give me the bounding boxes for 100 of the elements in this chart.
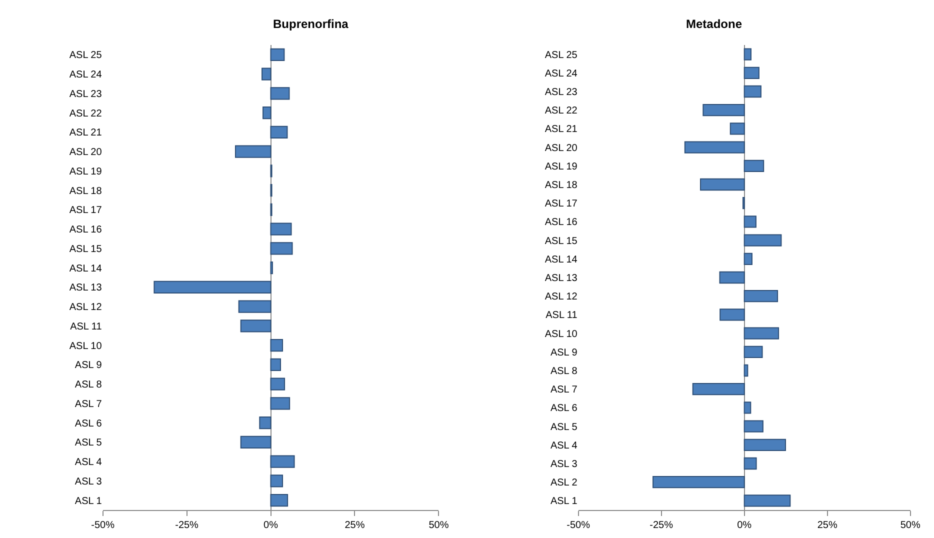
y-tick-label: ASL 3 — [74, 476, 102, 488]
bar — [744, 160, 764, 172]
bar — [270, 397, 290, 410]
y-tick-label: ASL 23 — [544, 87, 578, 98]
y-tick-label: ASL 11 — [546, 310, 578, 322]
bar — [270, 126, 288, 138]
bar — [744, 420, 764, 432]
bar — [259, 416, 272, 430]
y-tick-label: ASL 20 — [69, 147, 102, 158]
bar — [262, 106, 272, 120]
x-tick-label: -50% — [566, 520, 590, 531]
x-tick-label: 25% — [344, 520, 365, 531]
bar — [702, 104, 745, 116]
y-tick-label: ASL 22 — [69, 108, 102, 120]
bar — [744, 234, 782, 246]
y-tick-label: ASL 3 — [550, 459, 578, 470]
bar — [744, 346, 763, 358]
bar — [270, 378, 286, 390]
bar — [240, 320, 272, 332]
bar — [270, 222, 292, 236]
y-tick-label: ASL 18 — [544, 180, 578, 191]
y-tick-label: ASL 4 — [74, 457, 102, 468]
bar — [744, 216, 756, 228]
y-tick-label: ASL 17 — [544, 198, 578, 210]
y-tick-label: ASL 9 — [74, 360, 102, 372]
y-tick-label: ASL 8 — [550, 366, 578, 377]
y-tick-label: ASL 10 — [544, 328, 578, 340]
bar — [154, 280, 272, 294]
y-tick-label: ASL 25 — [69, 50, 102, 62]
y-tick-label: ASL 5 — [74, 438, 102, 449]
bar — [234, 145, 272, 158]
bar — [744, 494, 791, 507]
y-tick-label: ASL 13 — [69, 282, 102, 294]
y-tick-label: ASL 21 — [544, 124, 578, 136]
bar — [744, 438, 786, 451]
y-tick-label: ASL 5 — [550, 422, 578, 433]
bar — [270, 474, 284, 488]
y-tick-label: ASL 10 — [69, 340, 102, 352]
bar — [744, 290, 778, 302]
y-tick-label: ASL 19 — [544, 161, 578, 172]
y-tick-label: ASL 25 — [544, 50, 578, 61]
chart-title: Metadone — [686, 17, 742, 31]
bar — [684, 141, 745, 154]
x-tick-label: 50% — [900, 520, 920, 531]
bar — [262, 68, 272, 80]
y-tick-label: ASL 9 — [550, 347, 578, 358]
bar — [744, 327, 780, 340]
x-tick-label: 25% — [817, 520, 838, 531]
y-tick-label: ASL 8 — [74, 380, 102, 391]
y-tick-label: ASL 6 — [74, 418, 102, 430]
bar — [744, 402, 752, 414]
bar — [270, 358, 281, 371]
bar — [270, 494, 288, 507]
bar — [652, 476, 745, 488]
y-tick-label: ASL 15 — [69, 244, 102, 255]
bar — [744, 457, 757, 470]
bar — [744, 48, 752, 60]
bar — [744, 66, 760, 79]
bar — [240, 436, 272, 448]
bar — [238, 300, 272, 313]
y-tick-label: ASL 11 — [70, 321, 102, 332]
bar — [270, 242, 293, 255]
chart-title: Buprenorfina — [273, 17, 349, 31]
y-tick-label: ASL 1 — [550, 496, 578, 508]
bar — [270, 87, 290, 100]
bar — [744, 364, 748, 377]
y-tick-label: ASL 22 — [544, 106, 578, 117]
bar — [700, 178, 745, 191]
bar — [744, 252, 752, 265]
y-tick-label: ASL 19 — [69, 166, 102, 178]
bar — [744, 85, 762, 98]
y-tick-label: ASL 4 — [550, 440, 578, 452]
y-tick-label: ASL 21 — [69, 128, 102, 139]
bar — [270, 48, 285, 61]
bar — [730, 122, 745, 135]
bar — [719, 271, 745, 284]
y-tick-label: ASL 17 — [69, 205, 102, 216]
bar — [692, 383, 745, 396]
y-tick-label: ASL 2 — [550, 478, 578, 489]
y-tick-label: ASL 7 — [550, 384, 578, 396]
y-tick-label: ASL 16 — [69, 224, 102, 236]
y-tick-label: ASL 23 — [69, 88, 102, 100]
x-tick-label: -25% — [175, 520, 199, 531]
y-tick-label: ASL 12 — [69, 302, 102, 314]
y-tick-label: ASL 7 — [74, 398, 102, 410]
y-tick-label: ASL 13 — [544, 273, 578, 284]
x-tick-label: -25% — [650, 520, 674, 531]
x-tick-label: 0% — [737, 520, 752, 531]
y-tick-label: ASL 18 — [69, 186, 102, 197]
y-tick-label: ASL 1 — [74, 496, 102, 507]
y-tick-label: ASL 12 — [544, 292, 578, 303]
y-tick-label: ASL 14 — [69, 263, 102, 274]
bar — [270, 455, 295, 468]
y-tick-label: ASL 24 — [69, 70, 102, 81]
y-tick-label: ASL 24 — [544, 68, 578, 80]
bar — [720, 308, 745, 321]
x-tick-label: 0% — [264, 520, 278, 531]
y-tick-label: ASL 15 — [544, 236, 578, 247]
y-tick-label: ASL 20 — [544, 142, 578, 154]
bar — [270, 339, 284, 352]
